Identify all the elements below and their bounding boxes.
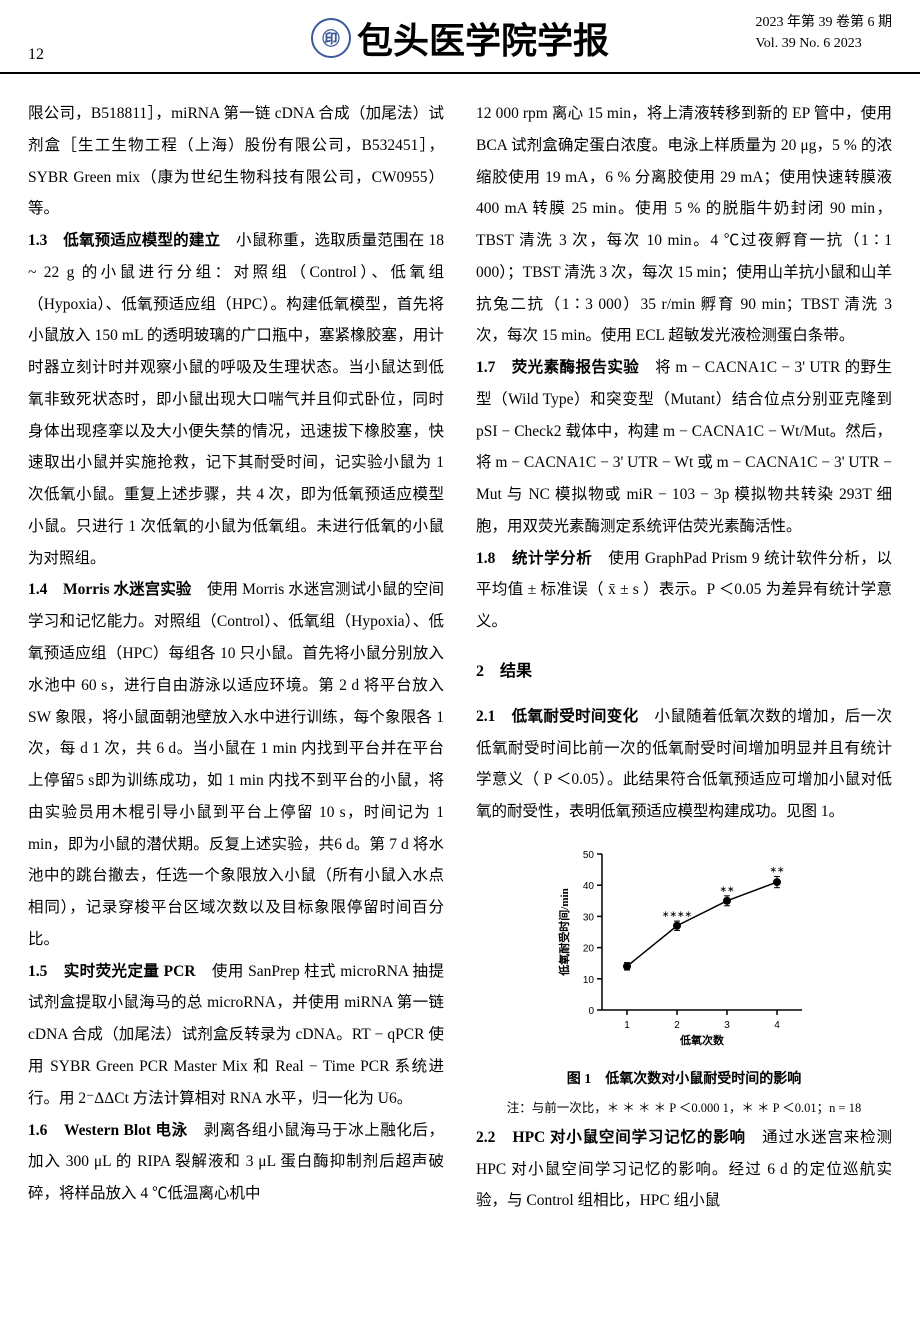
- s17-body: 将 m − CACNA1C − 3' UTR 的野生型（Wild Type）和突…: [476, 359, 892, 535]
- s21-num: 2.1: [476, 708, 495, 725]
- svg-text:40: 40: [583, 881, 595, 892]
- journal-title-text: 包头医学院学报: [357, 12, 609, 64]
- section-2-2: 2.2 HPC 对小鼠空间学习记忆的影响 通过水迷宫来检测 HPC 对小鼠空间学…: [476, 1122, 892, 1217]
- section-1-3: 1.3 低氧预适应模型的建立 小鼠称重，选取质量范围在 18 ~ 22 g 的小…: [28, 225, 444, 574]
- svg-text:20: 20: [583, 943, 595, 954]
- svg-text:低氧耐受时间/min: 低氧耐受时间/min: [557, 888, 571, 976]
- issue-info: 2023 年第 39 卷第 6 期 Vol. 39 No. 6 2023: [756, 12, 893, 54]
- right-p1: 12 000 rpm 离心 15 min，将上清液转移到新的 EP 管中，使用 …: [476, 98, 892, 352]
- svg-text:∗∗: ∗∗: [769, 864, 784, 874]
- left-p1: 限公司，B518811］，miRNA 第一链 cDNA 合成（加尾法）试剂盒［生…: [28, 98, 444, 225]
- section-1-8: 1.8 统计学分析 使用 GraphPad Prism 9 统计软件分析，以平均…: [476, 543, 892, 638]
- svg-text:∗∗∗∗: ∗∗∗∗: [662, 909, 692, 919]
- svg-text:4: 4: [774, 1020, 780, 1031]
- s15-body: 使用 SanPrep 柱式 microRNA 抽提试剂盒提取小鼠海马的总 mic…: [28, 963, 444, 1107]
- s14-num: 1.4: [28, 581, 47, 598]
- svg-text:2: 2: [674, 1020, 680, 1031]
- right-column: 12 000 rpm 离心 15 min，将上清液转移到新的 EP 管中，使用 …: [476, 98, 892, 1217]
- s18-num: 1.8: [476, 550, 495, 567]
- section-1-6: 1.6 Western Blot 电泳 剥离各组小鼠海马于冰上融化后，加入 30…: [28, 1115, 444, 1210]
- results-header: 2 结果: [476, 656, 892, 689]
- svg-text:低氧次数: 低氧次数: [679, 1033, 725, 1047]
- section-1-7: 1.7 荧光素酶报告实验 将 m − CACNA1C − 3' UTR 的野生型…: [476, 352, 892, 543]
- issue-line2: Vol. 39 No. 6 2023: [756, 33, 893, 54]
- s17-num: 1.7: [476, 359, 495, 376]
- s22-title: HPC 对小鼠空间学习记忆的影响: [513, 1129, 746, 1146]
- s17-title: 荧光素酶报告实验: [512, 359, 639, 376]
- s15-title: 实时荧光定量 PCR: [64, 963, 196, 980]
- svg-text:0: 0: [588, 1006, 594, 1017]
- s21-title: 低氧耐受时间变化: [512, 708, 639, 725]
- results-num: 2: [476, 663, 484, 680]
- s14-title: Morris 水迷宫实验: [63, 581, 191, 598]
- svg-text:10: 10: [583, 975, 595, 986]
- page-number: 12: [28, 46, 44, 64]
- section-1-4: 1.4 Morris 水迷宫实验 使用 Morris 水迷宫测试小鼠的空间学习和…: [28, 574, 444, 955]
- svg-text:∗∗: ∗∗: [719, 884, 734, 894]
- s16-num: 1.6: [28, 1122, 47, 1139]
- figure-1: 010203040501234∗∗∗∗∗∗∗∗低氧次数低氧耐受时间/min 图 …: [476, 840, 892, 1122]
- left-column: 限公司，B518811］，miRNA 第一链 cDNA 合成（加尾法）试剂盒［生…: [28, 98, 444, 1217]
- s16-title: Western Blot 电泳: [64, 1122, 188, 1139]
- page-header: 12 ㊞ 包头医学院学报 2023 年第 39 卷第 6 期 Vol. 39 N…: [0, 0, 920, 74]
- s13-title: 低氧预适应模型的建立: [63, 232, 220, 249]
- s22-num: 2.2: [476, 1129, 495, 1146]
- section-1-5: 1.5 实时荧光定量 PCR 使用 SanPrep 柱式 microRNA 抽提…: [28, 956, 444, 1115]
- results-title: 结果: [500, 663, 532, 680]
- figure-1-caption: 图 1 低氧次数对小鼠耐受时间的影响: [476, 1066, 892, 1095]
- s18-title: 统计学分析: [512, 550, 592, 567]
- svg-text:3: 3: [724, 1020, 730, 1031]
- s15-num: 1.5: [28, 963, 47, 980]
- svg-text:50: 50: [583, 850, 595, 861]
- figure-1-chart: 010203040501234∗∗∗∗∗∗∗∗低氧次数低氧耐受时间/min: [554, 840, 814, 1050]
- s13-num: 1.3: [28, 232, 47, 249]
- content-columns: 限公司，B518811］，miRNA 第一链 cDNA 合成（加尾法）试剂盒［生…: [0, 74, 920, 1241]
- svg-text:1: 1: [624, 1020, 630, 1031]
- s14-body: 使用 Morris 水迷宫测试小鼠的空间学习和记忆能力。对照组（Control）…: [28, 581, 444, 947]
- journal-logo-icon: ㊞: [311, 18, 351, 58]
- figure-1-note: 注：与前一次比，＊ ＊ ＊ ＊ P ＜0.000 1，＊ ＊ P ＜0.01；n…: [476, 1096, 892, 1122]
- svg-text:30: 30: [583, 912, 595, 923]
- issue-line1: 2023 年第 39 卷第 6 期: [756, 12, 893, 33]
- section-2-1: 2.1 低氧耐受时间变化 小鼠随着低氧次数的增加，后一次低氧耐受时间比前一次的低…: [476, 701, 892, 828]
- s13-body: 小鼠称重，选取质量范围在 18 ~ 22 g 的小鼠进行分组：对照组（Contr…: [28, 232, 444, 567]
